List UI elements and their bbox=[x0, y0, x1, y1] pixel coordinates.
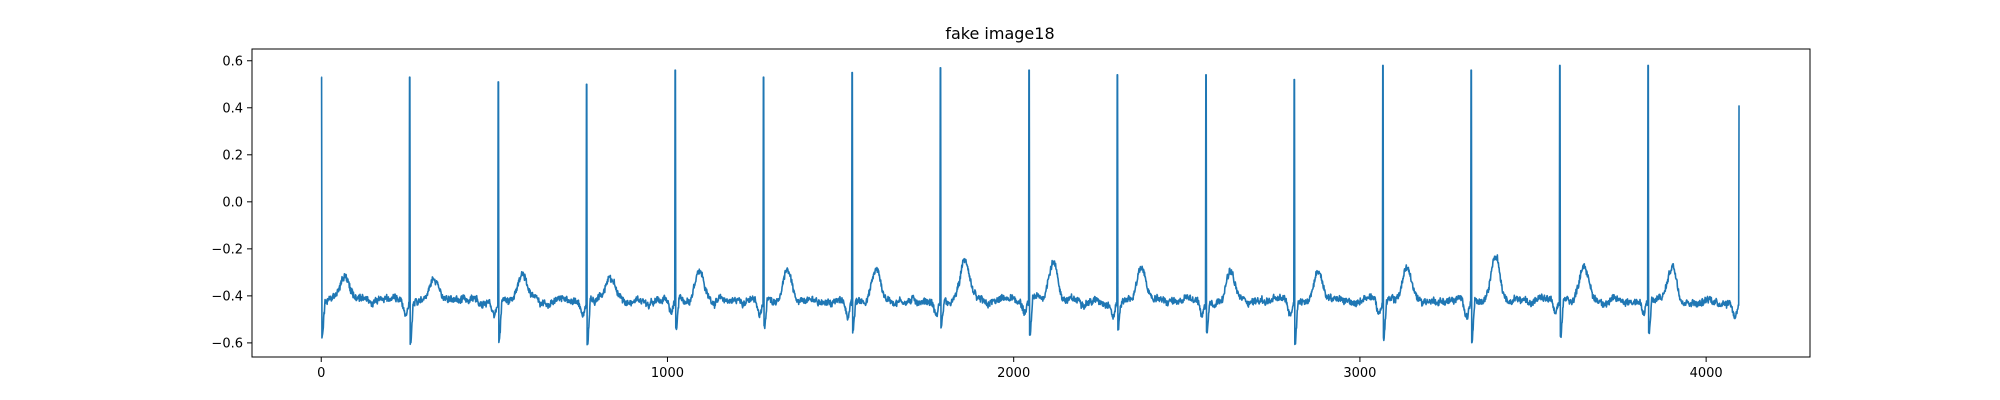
x-tick-label: 1000 bbox=[651, 366, 684, 381]
plot-area bbox=[320, 64, 1740, 346]
x-tick-label: 4000 bbox=[1690, 366, 1723, 381]
series-line bbox=[320, 64, 1740, 346]
y-tick-label: −0.6 bbox=[211, 336, 243, 351]
x-tick-label: 3000 bbox=[1343, 366, 1376, 381]
y-tick-label: −0.4 bbox=[211, 289, 243, 304]
y-tick-label: 0.2 bbox=[222, 148, 243, 163]
chart-title: fake image18 bbox=[945, 24, 1054, 43]
x-axis: 0 1000 2000 3000 4000 bbox=[317, 357, 1723, 381]
x-tick-label: 2000 bbox=[997, 366, 1030, 381]
y-tick-label: 0.4 bbox=[222, 101, 243, 116]
y-tick-label: −0.2 bbox=[211, 242, 243, 257]
plot-frame bbox=[251, 48, 1811, 358]
y-tick-label: 0.6 bbox=[222, 54, 243, 69]
y-tick-label: 0.0 bbox=[222, 195, 243, 210]
x-tick-label: 0 bbox=[317, 366, 325, 381]
y-axis: 0.6 0.4 0.2 0.0 −0.2 −0.4 −0.6 bbox=[211, 54, 252, 351]
